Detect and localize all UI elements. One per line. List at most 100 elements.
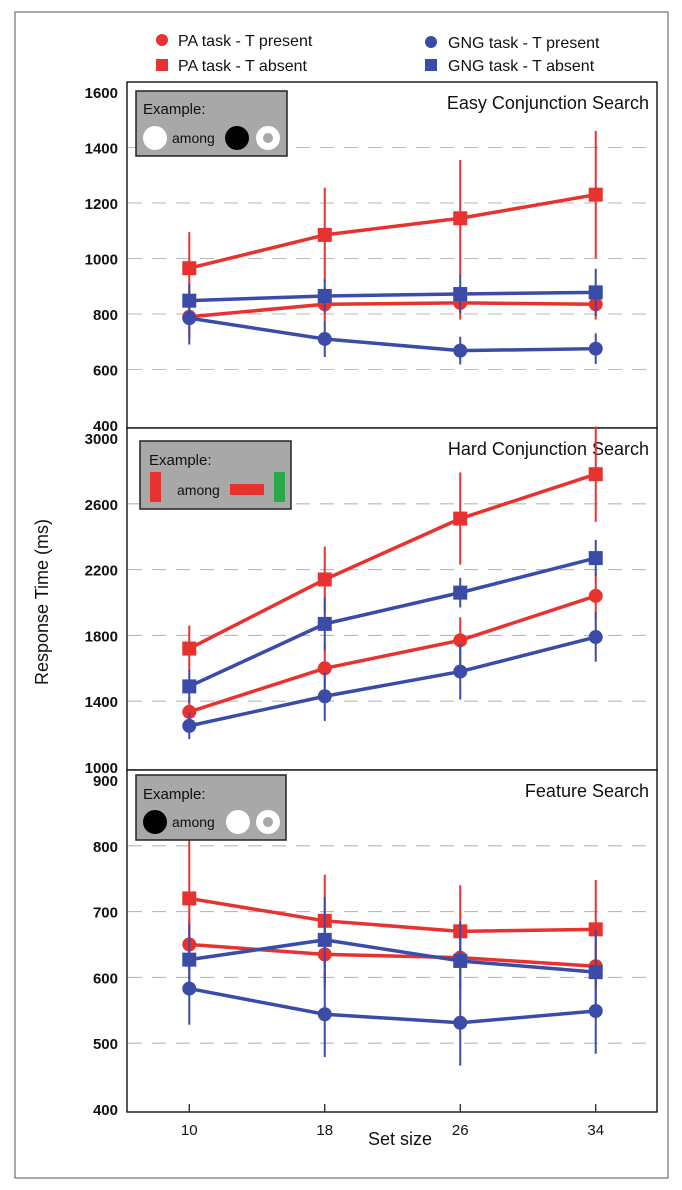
y-tick-label: 600	[93, 970, 118, 987]
panel-title: Easy Conjunction Search	[447, 93, 649, 113]
example-black-circle	[143, 810, 167, 834]
example-box	[139, 440, 292, 510]
y-tick-label: 400	[93, 418, 118, 435]
y-tick-label: 1600	[85, 85, 118, 102]
y-tick-label: 700	[93, 905, 118, 922]
legend-label: GNG task - T present	[448, 35, 600, 52]
panel-hard-conjunction: 1000 1400 1800 2200 2600 3000 Hard Conjunction…	[85, 426, 658, 777]
y-tick-label: 1800	[85, 628, 118, 645]
legend-item-gng-absent: GNG task - T absent	[425, 58, 595, 75]
data-point-square	[317, 616, 332, 631]
example-red-horizontal-bar	[230, 484, 264, 495]
y-tick-label: 1000	[85, 760, 118, 777]
series-line	[188, 594, 597, 714]
data-point-circle	[453, 343, 468, 358]
y-tick-label: 800	[93, 839, 118, 856]
series-line	[188, 635, 597, 728]
data-point-square	[588, 285, 603, 300]
series-line	[188, 556, 597, 688]
data-point-square	[453, 287, 468, 302]
example-inset-hard: Example: among	[139, 440, 292, 510]
data-point-square	[182, 679, 197, 694]
y-tick-label: 800	[93, 307, 118, 324]
data-point-circle	[317, 331, 332, 346]
panel-title: Feature Search	[525, 781, 649, 801]
series-4	[182, 897, 603, 1015]
y-tick-label: 3000	[85, 431, 118, 448]
data-point-square	[182, 293, 197, 308]
data-point-circle	[317, 1007, 332, 1022]
data-point-circle	[453, 1015, 468, 1030]
legend-label: GNG task - T absent	[448, 58, 595, 75]
y-tick-label: 600	[93, 363, 118, 380]
legend: PA task - T present PA task - T absent G…	[156, 33, 600, 75]
example-among-label: among	[172, 814, 215, 830]
data-point-square	[453, 953, 468, 968]
y-tick-label: 1400	[85, 141, 118, 158]
data-point-square	[182, 952, 197, 967]
series-line	[189, 301, 596, 319]
example-inset-feature: Example: among	[135, 774, 287, 841]
x-tick-label: 34	[587, 1122, 604, 1139]
example-among-label: among	[172, 130, 215, 146]
data-point-square	[588, 467, 603, 482]
series-line	[188, 896, 596, 934]
example-label: Example:	[143, 101, 206, 118]
legend-marker-square	[156, 59, 168, 71]
example-white-circle	[226, 810, 250, 834]
data-point-square	[182, 641, 197, 656]
y-tick-label: 1200	[85, 196, 118, 213]
example-among-label: among	[177, 482, 220, 498]
legend-item-pa-present: PA task - T present	[156, 33, 313, 50]
data-point-circle	[317, 661, 332, 676]
series-line	[188, 986, 596, 1025]
legend-label: PA task - T present	[178, 33, 313, 50]
legend-label: PA task - T absent	[178, 58, 308, 75]
example-inset-easy: Example: among	[135, 90, 288, 157]
data-point-circle	[588, 341, 603, 356]
example-black-circle	[225, 126, 249, 150]
y-tick-label: 900	[93, 773, 118, 790]
x-tick-label: 18	[316, 1122, 333, 1139]
series-1	[182, 572, 603, 727]
panel-title: Hard Conjunction Search	[448, 439, 649, 459]
legend-item-pa-absent: PA task - T absent	[156, 58, 308, 75]
y-tick-label: 2200	[85, 563, 118, 580]
x-tick-label: 26	[452, 1122, 469, 1139]
series-line	[189, 316, 596, 353]
y-tick-label: 2600	[85, 497, 118, 514]
example-white-circle	[143, 126, 167, 150]
data-point-square	[317, 288, 332, 303]
y-axis-title: Response Time (ms)	[32, 519, 52, 685]
series-4	[182, 268, 603, 318]
data-point-square	[588, 965, 603, 980]
x-tick-label: 10	[181, 1122, 198, 1139]
data-point-square	[182, 891, 197, 906]
series-2	[182, 426, 603, 672]
x-axis: 10 18 26 34	[181, 1104, 604, 1139]
data-point-circle	[588, 588, 603, 603]
data-point-circle	[182, 718, 197, 733]
legend-marker-circle	[425, 36, 437, 48]
x-axis-title: Set size	[368, 1129, 432, 1149]
legend-marker-circle	[156, 34, 168, 46]
example-ring-center	[263, 133, 273, 143]
series-3	[182, 291, 603, 365]
y-tick-label: 500	[93, 1036, 118, 1053]
example-label: Example:	[149, 452, 212, 469]
data-point-square	[317, 932, 332, 947]
data-point-square	[588, 551, 603, 566]
data-point-circle	[182, 311, 197, 326]
series-line	[189, 938, 596, 974]
series-line	[188, 192, 597, 270]
data-point-square	[317, 572, 332, 587]
legend-item-gng-present: GNG task - T present	[425, 35, 600, 52]
data-point-circle	[453, 633, 468, 648]
legend-marker-square	[425, 59, 437, 71]
series-line	[188, 472, 597, 651]
example-red-vertical-bar	[150, 472, 161, 502]
series-line	[189, 290, 596, 303]
data-point-square	[182, 261, 197, 276]
series-3	[182, 612, 603, 740]
y-tick-label: 400	[93, 1102, 118, 1119]
